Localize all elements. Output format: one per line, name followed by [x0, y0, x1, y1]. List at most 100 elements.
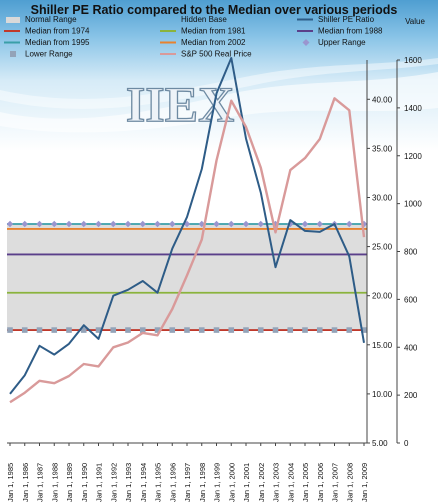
x-tick-label: Jan 1, 2001 — [242, 463, 251, 502]
legend-label: Median from 1995 — [25, 38, 90, 47]
watermark-logo: IIEX — [126, 76, 234, 132]
lower-range-marker — [316, 327, 323, 333]
lower-range-marker — [213, 327, 220, 333]
upper-range-marker — [124, 220, 132, 228]
legend-label: S&P 500 Real Price — [181, 50, 252, 59]
legend-swatch — [6, 17, 20, 23]
upper-range-marker — [51, 220, 58, 228]
x-tick-label: Jan 1, 2000 — [227, 463, 236, 502]
lower-range-marker — [198, 327, 205, 333]
x-tick-label: Jan 1, 1991 — [95, 463, 104, 502]
legend-label: Median from 1988 — [318, 27, 383, 36]
lower-range-marker — [331, 327, 338, 333]
y-left-tick-label: 5.00 — [372, 439, 388, 448]
x-tick-label: Jan 1, 1987 — [36, 463, 45, 502]
lower-range-marker — [80, 327, 87, 333]
y-left-tick-label: 20.00 — [372, 292, 393, 301]
y-right-tick-label: 1400 — [404, 104, 422, 113]
upper-range-marker — [110, 220, 117, 228]
y-right-tick-label: 400 — [404, 343, 418, 352]
legend-item-sandp-500-real-price: S&P 500 Real Price — [160, 50, 252, 59]
legend-item-median-from-1974: Median from 1974 — [4, 27, 90, 36]
upper-range-marker — [36, 220, 43, 228]
legend-label: Upper Range — [318, 38, 366, 47]
y-right-tick-label: 600 — [404, 295, 418, 304]
x-tick-label: Jan 1, 2004 — [286, 463, 295, 502]
lower-range-marker — [154, 327, 161, 333]
y-right-tick-label: 0 — [404, 439, 409, 448]
lower-range-marker — [110, 327, 117, 333]
upper-range-marker — [169, 220, 176, 228]
upper-range-marker — [95, 220, 102, 228]
upper-range-marker — [360, 220, 368, 228]
legend-label: Median from 1974 — [25, 27, 90, 36]
lower-range-marker — [139, 327, 146, 333]
x-tick-label: Jan 1, 1989 — [65, 463, 74, 502]
legend-item-median-from-1995: Median from 1995 — [4, 38, 90, 47]
legend: Normal Range Hidden Base Shiller PE Ratio M… — [4, 15, 383, 59]
x-tick-label: Jan 1, 2005 — [301, 463, 310, 502]
upper-range-marker — [213, 220, 220, 228]
upper-range-marker — [272, 220, 279, 228]
legend-item-lower-range: Lower Range — [10, 50, 73, 59]
lower-range-marker — [228, 327, 235, 333]
lower-range-marker — [36, 327, 43, 333]
x-tick-label: Jan 1, 1988 — [50, 463, 59, 502]
x-tick-label: Jan 1, 1993 — [124, 463, 133, 502]
legend-swatch — [302, 39, 310, 46]
chart-title: Shiller PE Ratio compared to the Median … — [31, 3, 398, 17]
lower-range-marker — [361, 327, 367, 333]
x-tick-label: Jan 1, 1998 — [198, 463, 207, 502]
x-tick-label: Jan 1, 1997 — [183, 463, 192, 502]
upper-range-marker — [257, 220, 264, 228]
lower-range-marker — [184, 327, 190, 333]
legend-item-upper-range: Upper Range — [302, 38, 366, 47]
upper-range-marker — [242, 220, 250, 228]
x-tick-label: Jan 1, 1986 — [21, 463, 30, 502]
axes: 5.00 10.00 15.00 20.00 25.00 30.00 35.00 40.00 0… — [6, 17, 425, 502]
legend-swatch — [10, 51, 16, 57]
y-right-tick-label: 200 — [404, 391, 418, 400]
legend-label: Median from 2002 — [181, 38, 246, 47]
y-left-tick-label: 10.00 — [372, 390, 393, 399]
x-tick-label: Jan 1, 2002 — [257, 463, 266, 502]
x-tick-label: Jan 1, 2009 — [360, 463, 369, 502]
x-tick-label: Jan 1, 1999 — [213, 463, 222, 502]
upper-range-marker — [183, 220, 191, 228]
lower-range-marker — [302, 327, 308, 333]
upper-range-marker — [346, 220, 353, 228]
lower-range-marker — [257, 327, 264, 333]
upper-range-marker — [154, 220, 161, 228]
y-right-tick-label: 800 — [404, 248, 418, 257]
x-tick-label: Jan 1, 2008 — [345, 463, 354, 502]
upper-range-marker — [65, 220, 73, 228]
upper-range-marker — [301, 220, 309, 228]
lower-range-marker — [272, 327, 279, 333]
legend-label: Hidden Base — [181, 15, 227, 24]
shiller-pe-ratio-line — [9, 57, 365, 395]
x-tick-label: Jan 1, 1995 — [154, 463, 163, 502]
legend-label: Median from 1981 — [181, 27, 246, 36]
lower-range-marker — [287, 327, 294, 333]
y-right-tick-label: 1200 — [404, 152, 422, 161]
lower-range-marker — [51, 327, 58, 333]
lower-range-marker — [21, 327, 28, 333]
plot-area — [6, 57, 368, 404]
lower-range-marker — [66, 327, 72, 333]
lower-range-marker — [95, 327, 102, 333]
background-wave — [0, 72, 438, 133]
lower-range-marker — [7, 327, 13, 333]
lower-range-marker — [346, 327, 353, 333]
y-left-tick-label: 35.00 — [372, 144, 393, 153]
x-tick-label: Jan 1, 1990 — [80, 463, 89, 502]
x-tick-label: Jan 1, 2006 — [316, 463, 325, 502]
legend-label: Shiller PE Ratio — [318, 15, 375, 24]
legend-label: Normal Range — [25, 15, 77, 24]
x-tick-label: Jan 1, 2007 — [331, 463, 340, 502]
y-left-tick-label: 25.00 — [372, 243, 393, 252]
legend-item-normal-range: Normal Range — [6, 15, 77, 24]
upper-range-marker — [228, 220, 235, 228]
x-tick-label: Jan 1, 1992 — [109, 463, 118, 502]
x-tick-label: Jan 1, 2003 — [272, 463, 281, 502]
upper-range-marker — [139, 220, 146, 228]
